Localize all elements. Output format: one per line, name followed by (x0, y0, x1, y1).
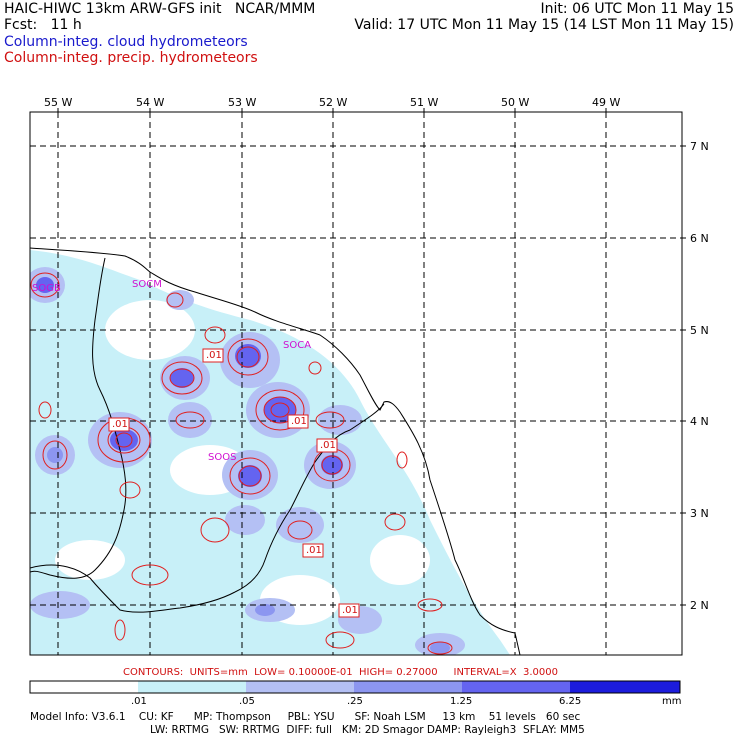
lat-label-2n: 2 N (690, 599, 709, 612)
lon-label-49w: 49 W (592, 96, 621, 109)
contour-label: .01 (112, 419, 128, 430)
station-label: SOGB (32, 283, 61, 294)
lat-label-7n: 7 N (690, 140, 709, 153)
precip-field-label: Column-integ. precip. hydrometeors (4, 50, 258, 66)
lon-label-55w: 55 W (44, 96, 73, 109)
station-label: SOCA (283, 340, 312, 351)
lon-label-53w: 53 W (228, 96, 257, 109)
header-title: HAIC-HIWC 13km ARW-GFS init NCAR/MMM (4, 1, 316, 17)
map-frame (29, 111, 683, 656)
init-time: Init: 06 UTC Mon 11 May 15 (540, 1, 734, 17)
station-label: SOCM (132, 279, 162, 290)
lat-label-4n: 4 N (690, 415, 709, 428)
lon-label-50w: 50 W (501, 96, 530, 109)
colorbar (29, 680, 681, 694)
lat-label-5n: 5 N (690, 324, 709, 337)
contours-info: CONTOURS: UNITS=mm LOW= 0.10000E-01 HIGH… (123, 667, 558, 678)
model-info-line1: Model Info: V3.6.1 CU: KF MP: Thompson P… (30, 711, 581, 723)
coastline (30, 247, 521, 655)
lon-label-51w: 51 W (410, 96, 439, 109)
colorbar-tick-label: .25 (347, 696, 363, 707)
lat-label-3n: 3 N (690, 507, 709, 520)
colorbar-tick-label: .05 (239, 696, 255, 707)
lon-label-52w: 52 W (319, 96, 348, 109)
cloud-field-label: Column-integ. cloud hydrometeors (4, 34, 248, 50)
contour-label: .01 (206, 350, 222, 361)
contour-label: .01 (320, 440, 336, 451)
colorbar-tick-label: .01 (131, 696, 147, 707)
contour-label-boxes (108, 348, 360, 618)
lon-label-54w: 54 W (136, 96, 165, 109)
model-info-line2: LW: RRTMG SW: RRTMG DIFF: full KM: 2D Sm… (150, 724, 585, 736)
station-label: SOOS (208, 452, 237, 463)
lat-label-6n: 6 N (690, 232, 709, 245)
valid-time: Valid: 17 UTC Mon 11 May 15 (14 LST Mon … (354, 17, 734, 33)
forecast-hour: Fcst: 11 h (4, 17, 82, 33)
shading-layer (30, 250, 510, 655)
contour-label: .01 (342, 605, 358, 616)
axis-ticks (57, 108, 686, 606)
contour-label: .01 (291, 416, 307, 427)
colorbar-units: mm (662, 696, 682, 707)
colorbar-tick-label: 6.25 (559, 696, 582, 707)
contour-label: .01 (306, 545, 322, 556)
colorbar-tick-label: 1.25 (450, 696, 473, 707)
precip-contours (30, 272, 453, 655)
